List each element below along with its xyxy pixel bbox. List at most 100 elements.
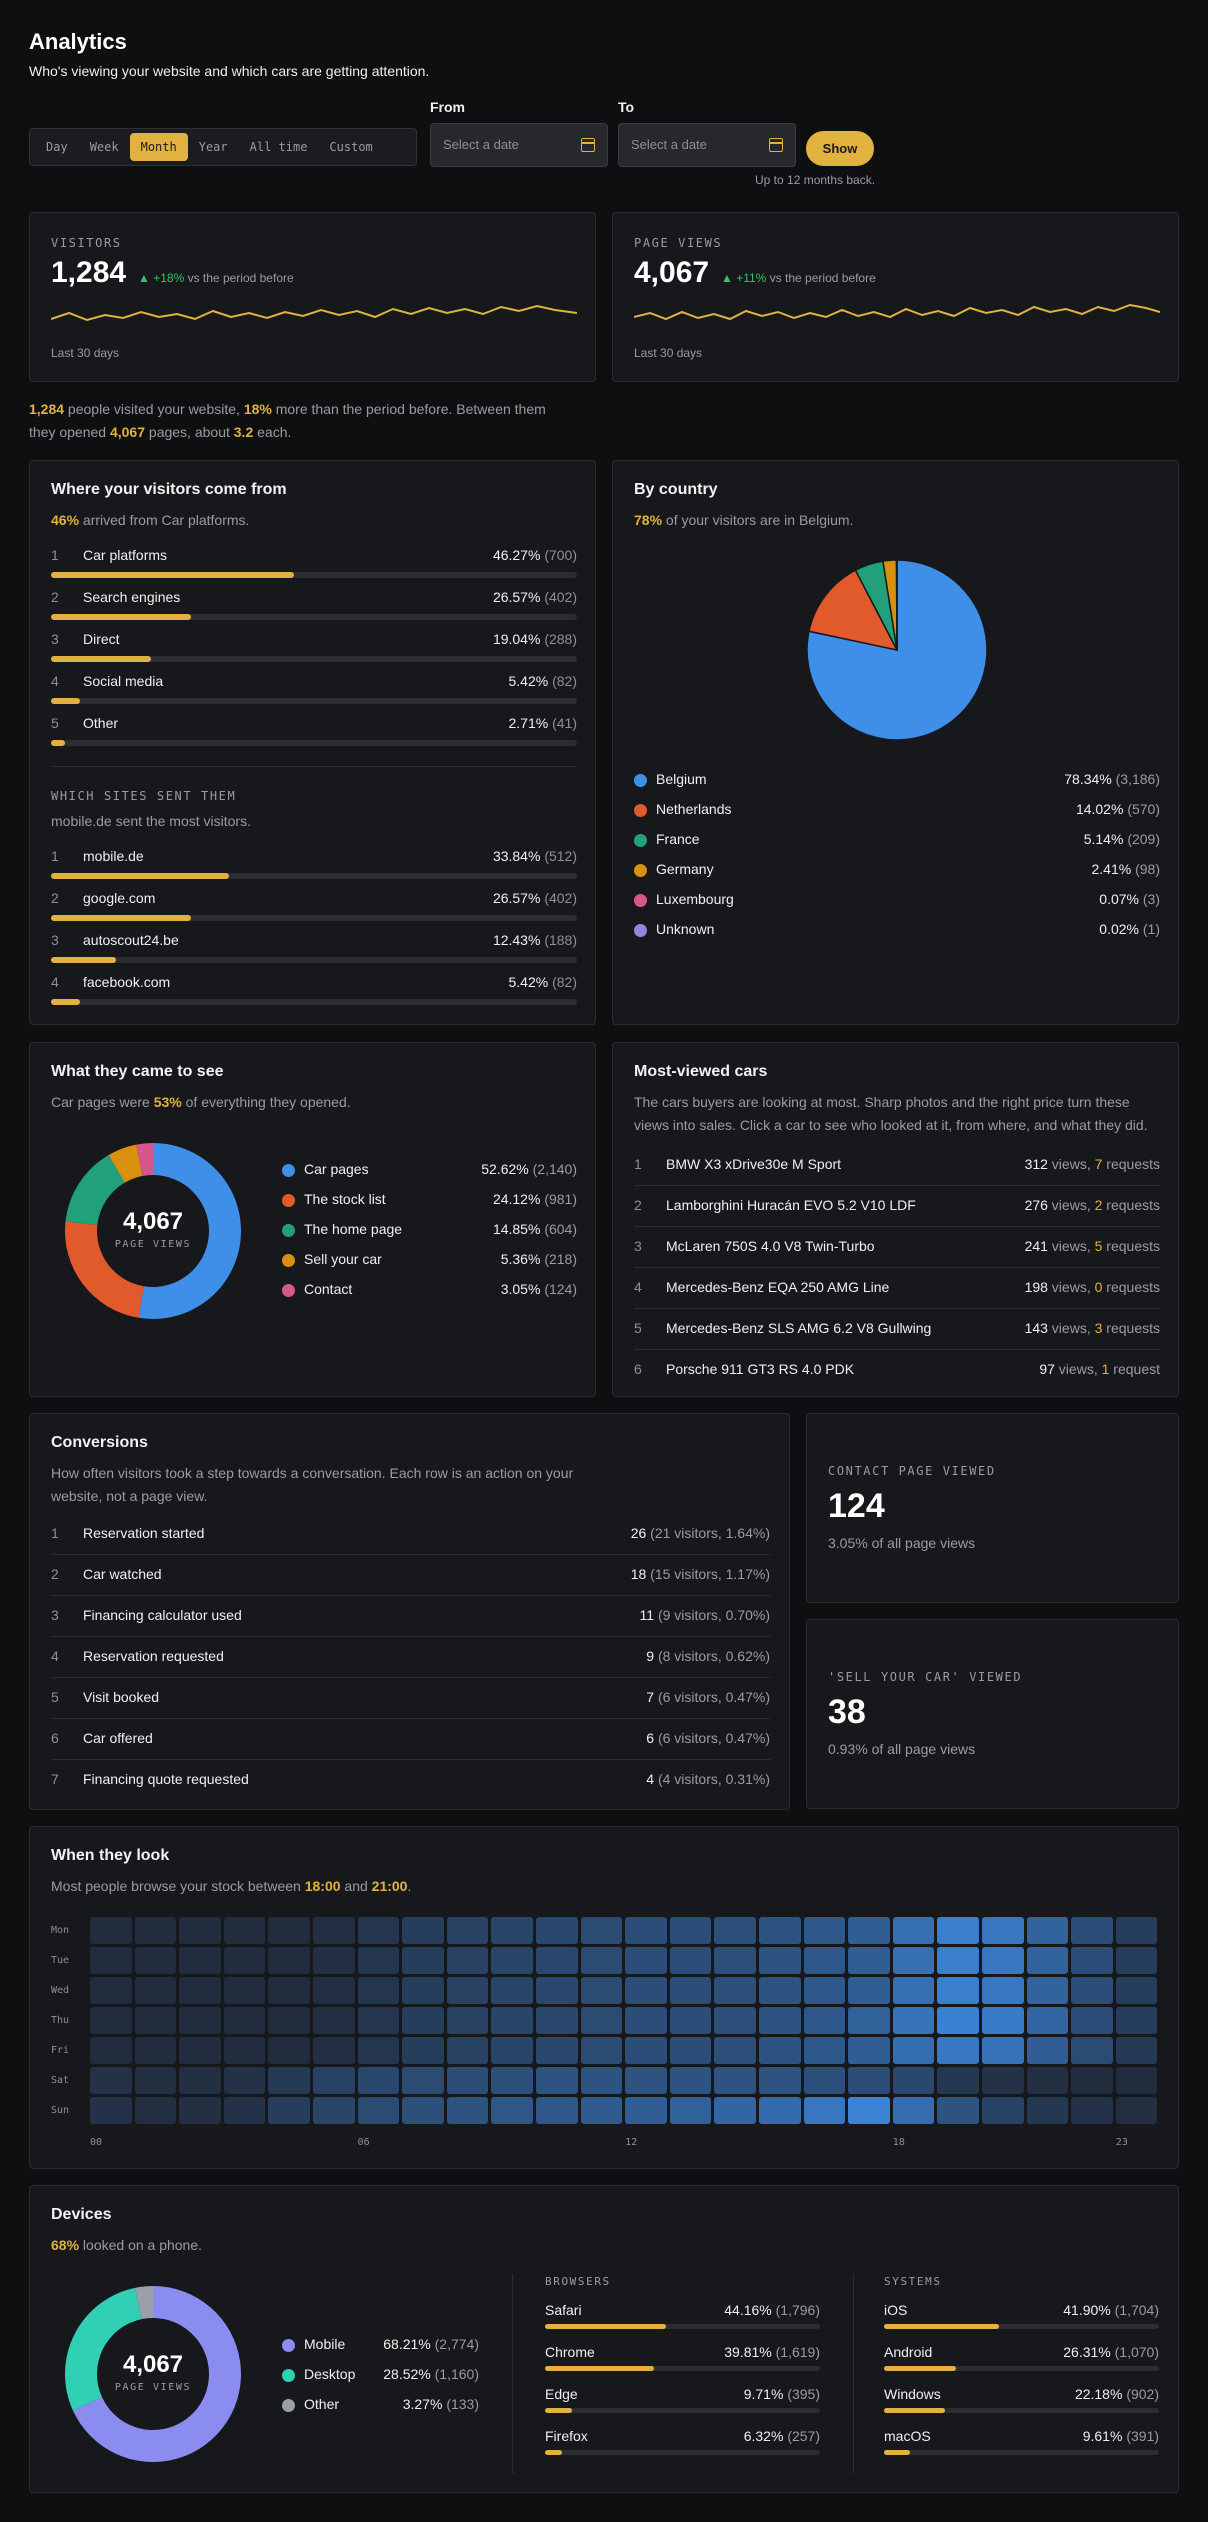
heatmap-cell[interactable] [1026,2097,1069,2124]
heatmap-cell[interactable] [1026,2007,1069,2034]
heatmap-cell[interactable] [313,1947,355,1974]
heatmap-cell[interactable] [179,2007,221,2034]
heatmap-cell[interactable] [179,2067,221,2094]
heatmap-cell[interactable] [402,1977,444,2004]
heatmap-cell[interactable] [892,1947,935,1974]
heatmap-cell[interactable] [848,1917,890,1944]
heatmap-cell[interactable] [357,1917,400,1944]
heatmap-cell[interactable] [982,2097,1024,2124]
heatmap-cell[interactable] [714,1947,756,1974]
heatmap-cell[interactable] [1071,1917,1113,1944]
heatmap-cell[interactable] [357,2067,400,2094]
heatmap-cell[interactable] [580,1947,623,1974]
heatmap-cell[interactable] [1115,2037,1158,2064]
heatmap-cell[interactable] [268,1947,310,1974]
list-item[interactable]: 4 facebook.com 5.42% (82) [51,974,577,1016]
legend-item[interactable]: The stock list 24.12% (981) [282,1191,577,1211]
heatmap-cell[interactable] [848,1977,890,2004]
heatmap-cell[interactable] [179,2097,221,2124]
heatmap-cell[interactable] [669,1977,712,2004]
heatmap-cell[interactable] [982,1917,1024,1944]
heatmap-cell[interactable] [1071,2007,1113,2034]
heatmap-cell[interactable] [937,1977,979,2004]
heatmap-cell[interactable] [1115,2097,1158,2124]
heatmap-cell[interactable] [179,1977,221,2004]
heatmap-cell[interactable] [625,2097,667,2124]
heatmap-cell[interactable] [446,1977,489,2004]
heatmap-cell[interactable] [1026,1977,1069,2004]
heatmap-cell[interactable] [937,1947,979,1974]
conversion-row[interactable]: 4 Reservation requested 9 (8 visitors, 0.6… [51,1637,770,1678]
heatmap-cell[interactable] [536,2007,578,2034]
legend-item[interactable]: Car pages 52.62% (2,140) [282,1161,577,1181]
heatmap-cell[interactable] [446,1917,489,1944]
list-item[interactable]: 2 Search engines 26.57% (402) [51,589,577,631]
heatmap-cell[interactable] [937,2097,979,2124]
heatmap-cell[interactable] [625,1947,667,1974]
heatmap-cell[interactable] [491,1977,533,2004]
heatmap-cell[interactable] [1115,1917,1158,1944]
heatmap-cell[interactable] [759,1977,801,2004]
from-date-input[interactable]: Select a date [430,123,608,167]
car-name[interactable]: Mercedes-Benz EQA 250 AMG Line [666,1279,890,1295]
conversion-row[interactable]: 3 Financing calculator used 11 (9 visitors… [51,1596,770,1637]
heatmap-cell[interactable] [268,1977,310,2004]
heatmap-cell[interactable] [536,2067,578,2094]
slice-the-home-page[interactable] [65,1155,125,1225]
heatmap-cell[interactable] [223,1977,266,2004]
heatmap-cell[interactable] [536,2097,578,2124]
heatmap-cell[interactable] [848,2007,890,2034]
heatmap-cell[interactable] [803,2097,846,2124]
heatmap-cell[interactable] [669,1917,712,1944]
heatmap-cell[interactable] [179,2037,221,2064]
heatmap-cell[interactable] [134,2067,177,2094]
legend-item[interactable]: Belgium 78.34% (3,186) [634,771,1160,791]
heatmap-cell[interactable] [759,2037,801,2064]
heatmap-cell[interactable] [937,2037,979,2064]
slice-car-pages[interactable] [138,1143,242,1319]
heatmap-cell[interactable] [313,2037,355,2064]
heatmap-cell[interactable] [268,2097,310,2124]
car-row[interactable]: 2 Lamborghini Huracán EVO 5.2 V10 LDF 276 … [634,1186,1160,1227]
heatmap-cell[interactable] [580,2007,623,2034]
calendar-icon[interactable] [769,138,783,152]
tab-all-time[interactable]: All time [249,140,308,154]
heatmap-cell[interactable] [714,1917,756,1944]
heatmap-cell[interactable] [669,2097,712,2124]
heatmap-cell[interactable] [1115,2007,1158,2034]
legend-item[interactable]: France 5.14% (209) [634,831,1160,851]
heatmap-cell[interactable] [580,2037,623,2064]
heatmap-cell[interactable] [268,1917,310,1944]
heatmap-cell[interactable] [134,1947,177,1974]
slice-desktop[interactable] [64,2287,142,2411]
heatmap-cell[interactable] [268,2037,310,2064]
heatmap-cell[interactable] [1071,1947,1113,1974]
heatmap-cell[interactable] [1071,2097,1113,2124]
legend-item[interactable]: Unknown 0.02% (1) [634,921,1160,941]
slice-the-stock-list[interactable] [65,1221,144,1318]
legend-item[interactable]: Other 3.27% (133) [282,2396,479,2416]
heatmap-cell[interactable] [179,1947,221,1974]
slice-sell-your-car[interactable] [108,1144,143,1183]
heatmap-cell[interactable] [402,1947,444,1974]
heatmap-cell[interactable] [803,2007,846,2034]
heatmap-cell[interactable] [313,1977,355,2004]
heatmap-cell[interactable] [625,2067,667,2094]
heatmap-cell[interactable] [402,2097,444,2124]
heatmap-cell[interactable] [313,2067,355,2094]
conversion-row[interactable]: 2 Car watched 18 (15 visitors, 1.17%) [51,1555,770,1596]
heatmap-cell[interactable] [982,2067,1024,2094]
heatmap-cell[interactable] [892,2007,935,2034]
show-button[interactable]: Show [806,131,874,166]
heatmap-cell[interactable] [268,2067,310,2094]
heatmap-cell[interactable] [90,2067,132,2094]
legend-item[interactable]: Contact 3.05% (124) [282,1281,577,1301]
heatmap-cell[interactable] [134,1977,177,2004]
heatmap-cell[interactable] [580,2097,623,2124]
legend-item[interactable]: Netherlands 14.02% (570) [634,801,1160,821]
heatmap-cell[interactable] [402,2037,444,2064]
car-row[interactable]: 1 BMW X3 xDrive30e M Sport 312 views, 7 re… [634,1145,1160,1186]
heatmap-cell[interactable] [848,2067,890,2094]
tab-month[interactable]: Month [129,133,188,161]
heatmap-cell[interactable] [446,2007,489,2034]
